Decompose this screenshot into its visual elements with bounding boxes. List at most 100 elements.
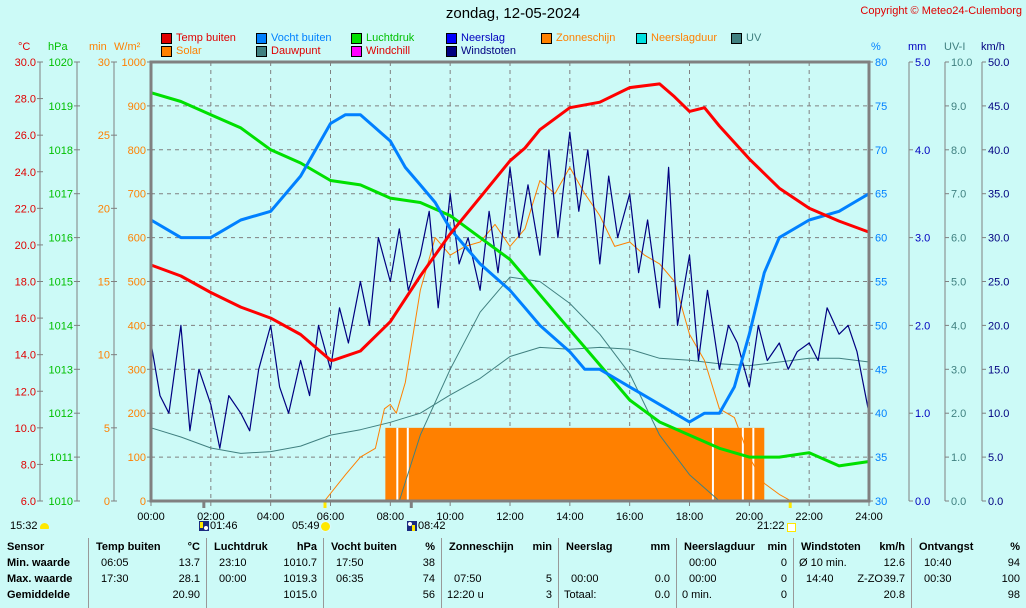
temp-tick-label: 10.0 [15,423,36,435]
humidity-tick-label: 45 [875,364,887,376]
table-header-unit: mm [650,541,670,553]
uv-tick-label: 1.0 [951,452,966,464]
sun-min-tick-label: 5 [104,423,110,435]
axes: 30.0 28.0 26.0 24.0 22.0 20.0 18.0 16.0 14.0 12.0… [15,57,1010,520]
wind-tick-label: 5.0 [988,452,1003,464]
sunrise-time: 05:49 [292,520,320,532]
table-header-unit: % [425,541,435,553]
series-line-temp-buiten [150,82,870,362]
unit-pressure: hPa [48,41,68,53]
table-column-zonneschijn: Zonneschijn min 07:50 5 12:20 u 3 [441,538,558,608]
humidity-tick-label: 55 [875,277,887,289]
temp-tick-label: 6.0 [21,496,36,508]
time-tick-label: 04:00 [257,511,285,520]
legend-swatch [731,32,742,44]
table-cell-value: 100 [1001,573,1020,585]
sunset-time: 21:22 [757,520,785,532]
series-line-luchtdruk [150,91,870,468]
time-tick-label: 08:00 [377,511,405,520]
table-header: Neerslagduur [684,541,755,553]
table-cell-value: 1015.0 [283,589,317,601]
table-row-label: Min. waarde [7,557,70,569]
pressure-tick-label: 1015 [49,277,73,289]
sun-min-tick-label: 20 [98,203,110,215]
sunset-icon [787,523,796,532]
legend-item-solar: Solar [161,45,202,57]
table-header-unit: °C [187,541,200,553]
humidity-tick-label: 50 [875,320,887,332]
humidity-tick-label: 80 [875,57,887,69]
time-tick-label: 10:00 [436,511,464,520]
table-cell-time: 06:35 [336,573,364,585]
table-cell-time: 14:40 [806,573,834,585]
table-row-label: Gemiddelde [7,589,70,601]
legend-item-windstoten: Windstoten [446,45,516,57]
legend-label: Dauwpunt [271,45,321,57]
unit-wind: km/h [981,41,1005,53]
table-cell-value: 12.6 [883,557,905,569]
series-line-dauwpunt [150,346,870,454]
table-cell-time: 07:50 [454,573,482,585]
table-column-temp-buiten: Temp buiten °C 06:05 13.7 17:30 28.1 20.90 [88,538,206,608]
legend-item-temp-buiten: Temp buiten [161,32,236,44]
humidity-tick-label: 30 [875,496,887,508]
sun-min-tick-label: 15 [98,277,110,289]
table-cell-direction: Z-ZO [857,573,883,585]
legend-swatch [351,45,362,57]
sun-min-tick-label: 30 [98,57,110,69]
sunshine-gap [396,427,399,501]
humidity-tick-label: 60 [875,233,887,245]
table-cell-value: 98 [1007,589,1020,601]
time-tick-label: 16:00 [616,511,644,520]
moonset-icon [199,521,209,531]
table-header: Sensor [7,541,45,553]
legend-swatch [161,45,172,57]
solar-tick-label: 200 [128,408,146,420]
temp-tick-label: 16.0 [15,313,36,325]
table-column-vocht-buiten: Vocht buiten% 17:50 38 06:35 74 56 [323,538,441,608]
table-cell-value: 39.7 [883,573,905,585]
legend-item-windchill: Windchill [351,45,410,57]
pressure-tick-label: 1014 [49,320,73,332]
legend-label: Solar [176,45,202,57]
table-cell-time: 0 min. [682,589,712,601]
copyright-text[interactable]: Copyright © Meteo24-Culemborg [860,5,1022,17]
uv-tick-label: 9.0 [951,101,966,113]
wind-tick-label: 35.0 [988,189,1009,201]
solar-tick-label: 300 [128,364,146,376]
sun-daylength-icon [40,523,49,529]
table-cell-value: 20.8 [883,589,905,601]
sunrise-icon [321,522,330,531]
legend-label: Neerslag [461,32,506,44]
legend-label: Temp buiten [176,32,236,44]
time-tick-label: 06:00 [317,511,345,520]
table-header-unit: hPa [296,541,317,553]
table-cell-time: 06:05 [101,557,129,569]
table-cell-value: 56 [422,589,435,601]
pressure-tick-label: 1019 [49,101,73,113]
uv-tick-label: 6.0 [951,233,966,245]
solar-tick-label: 100 [128,452,146,464]
legend-item-uv: UV [731,32,761,44]
rain-tick-label: 5.0 [915,57,930,69]
unit-humidity: % [871,41,881,53]
legend-label: Vocht buiten [271,32,332,44]
legend-swatch [161,32,172,44]
table-header: Vocht buiten [331,541,397,553]
table-cell-value: 0.0 [654,589,670,601]
sunshine-gap [406,427,409,501]
solar-tick-label: 900 [128,101,146,113]
humidity-tick-label: 40 [875,408,887,420]
sun-min-tick-label: 0 [104,496,110,508]
time-tick-label: 18:00 [676,511,704,520]
table-column-windstoten: Windstoten km/h Ø 10 min. 12.6 14:40 Z-ZO 39.7… [793,538,911,608]
table-header-unit: min [532,541,552,553]
temp-tick-label: 14.0 [15,350,36,362]
table-cell-time: 00:00 [689,573,717,585]
series-line-uv [151,276,869,502]
uv-tick-label: 5.0 [951,277,966,289]
legend-label: Windstoten [461,45,517,57]
solar-tick-label: 400 [128,320,146,332]
table-header-unit: % [1010,541,1020,553]
unit-sun-min: min [89,41,107,53]
